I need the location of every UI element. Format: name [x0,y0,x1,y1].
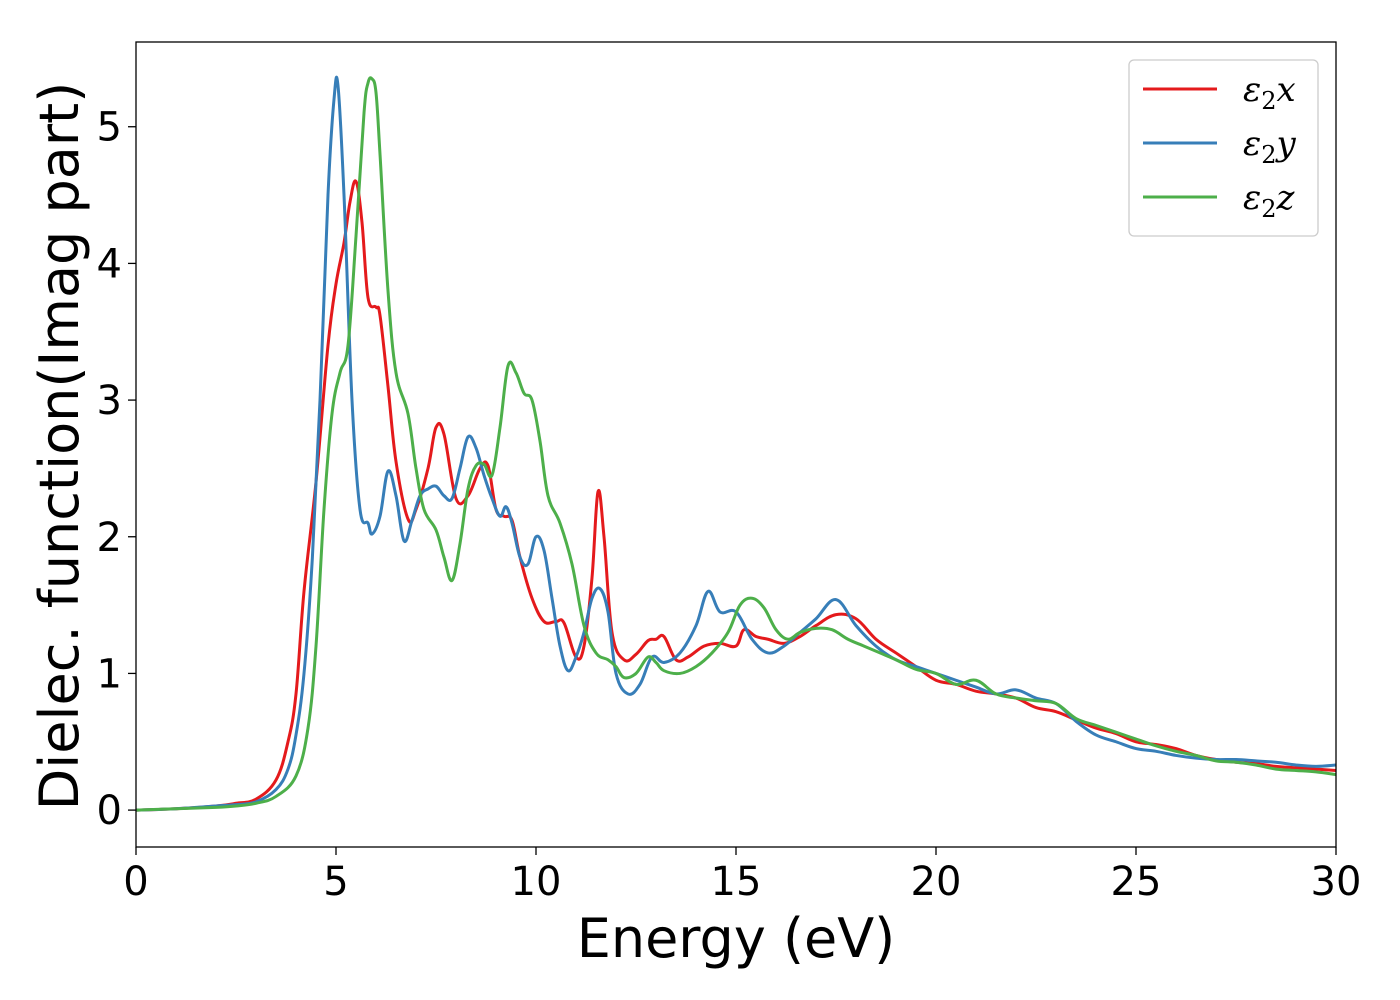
y-axis-title: Dielec. function(Imag part) [28,82,91,811]
plot-layer [136,75,1336,812]
y-tick-label: 1 [97,651,122,697]
series-line-x [136,179,1336,812]
y-tick-label: 3 [97,378,122,424]
series-line-y [136,75,1336,812]
x-axis-title: Energy (eV) [577,907,896,970]
legend-box [1128,59,1319,237]
legend-label-x: ε2x [1243,70,1296,115]
legend: ε2x ε2y ε2z [1128,59,1319,237]
axes-layer: 0 5 10 15 20 25 30 0 1 2 3 4 5 [97,41,1362,905]
x-tick-label: 25 [1111,859,1162,905]
legend-label-z: ε2z [1243,178,1296,223]
legend-label-y: ε2y [1243,124,1297,169]
x-tick-label: 30 [1311,859,1362,905]
x-tick-label: 5 [323,859,348,905]
y-tick-label: 0 [97,788,122,834]
x-tick-label: 10 [511,859,562,905]
x-tick-label: 15 [711,859,762,905]
y-tick-label: 2 [97,515,122,561]
y-tick-label: 4 [97,241,122,287]
series-line-z [136,76,1336,812]
series-lines [136,75,1336,812]
x-tick-label: 20 [911,859,962,905]
y-tick-label: 5 [97,105,122,151]
x-tick-label: 0 [123,859,148,905]
